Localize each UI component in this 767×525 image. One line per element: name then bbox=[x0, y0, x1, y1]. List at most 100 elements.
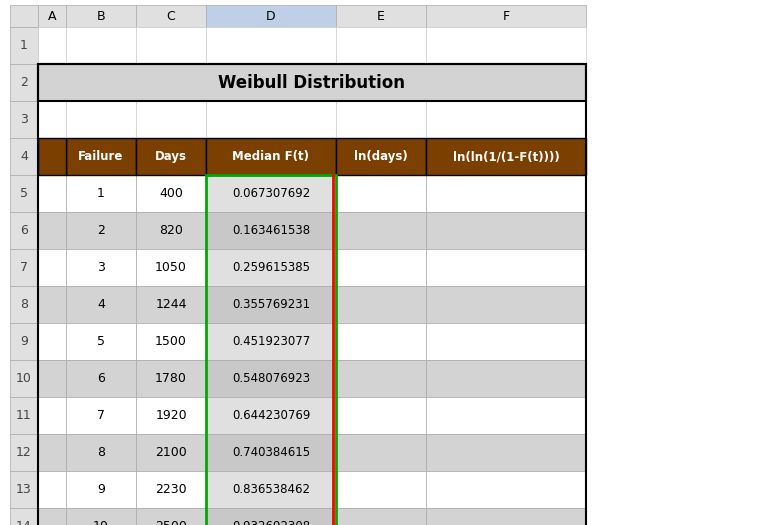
Bar bbox=[66, 138, 136, 175]
Text: 8: 8 bbox=[20, 298, 28, 311]
Bar bbox=[38, 323, 66, 360]
Bar bbox=[206, 323, 336, 360]
Bar bbox=[206, 212, 336, 249]
Bar bbox=[426, 64, 586, 101]
Text: 10: 10 bbox=[93, 520, 109, 525]
Bar bbox=[136, 27, 206, 64]
Text: 820: 820 bbox=[159, 224, 183, 237]
Text: 1050: 1050 bbox=[155, 261, 187, 274]
Text: 13: 13 bbox=[16, 483, 32, 496]
Bar bbox=[426, 323, 586, 360]
Bar bbox=[66, 360, 136, 397]
Bar bbox=[426, 175, 586, 212]
Text: 0.451923077: 0.451923077 bbox=[232, 335, 310, 348]
Bar bbox=[66, 360, 136, 397]
Text: 4: 4 bbox=[20, 150, 28, 163]
Bar bbox=[206, 434, 336, 471]
Bar bbox=[426, 138, 586, 175]
Bar bbox=[66, 397, 136, 434]
Text: 0.932692308: 0.932692308 bbox=[232, 520, 310, 525]
Bar bbox=[336, 138, 426, 175]
Text: 0.548076923: 0.548076923 bbox=[232, 372, 310, 385]
Bar bbox=[38, 27, 66, 64]
Bar bbox=[206, 397, 336, 434]
Bar bbox=[426, 249, 586, 286]
Bar bbox=[10, 397, 38, 434]
Text: 3: 3 bbox=[20, 113, 28, 126]
Text: 2230: 2230 bbox=[155, 483, 187, 496]
Bar bbox=[38, 212, 66, 249]
Text: 0.836538462: 0.836538462 bbox=[232, 483, 310, 496]
Bar bbox=[38, 360, 66, 397]
Bar bbox=[206, 212, 336, 249]
Bar bbox=[10, 323, 38, 360]
Bar bbox=[136, 360, 206, 397]
Bar bbox=[136, 434, 206, 471]
Text: D: D bbox=[266, 9, 276, 23]
Bar bbox=[206, 138, 336, 175]
Bar bbox=[336, 212, 426, 249]
Text: 14: 14 bbox=[16, 520, 32, 525]
Bar bbox=[66, 508, 136, 525]
Text: 0.067307692: 0.067307692 bbox=[232, 187, 310, 200]
Bar bbox=[336, 286, 426, 323]
Bar bbox=[38, 434, 66, 471]
Bar bbox=[136, 249, 206, 286]
Bar bbox=[38, 5, 66, 27]
Bar bbox=[206, 249, 336, 286]
Text: 2500: 2500 bbox=[155, 520, 187, 525]
Text: ln(ln(1/(1-F(t)))): ln(ln(1/(1-F(t)))) bbox=[453, 150, 559, 163]
Bar bbox=[206, 471, 336, 508]
Text: 2: 2 bbox=[20, 76, 28, 89]
Bar bbox=[336, 471, 426, 508]
Text: A: A bbox=[48, 9, 56, 23]
Bar bbox=[336, 286, 426, 323]
Text: 0.740384615: 0.740384615 bbox=[232, 446, 310, 459]
Bar bbox=[136, 323, 206, 360]
Bar bbox=[426, 101, 586, 138]
Text: 2: 2 bbox=[97, 224, 105, 237]
Bar bbox=[38, 508, 66, 525]
Bar bbox=[66, 175, 136, 212]
Bar bbox=[10, 286, 38, 323]
Bar bbox=[10, 64, 38, 101]
Bar bbox=[206, 175, 336, 525]
Text: 400: 400 bbox=[159, 187, 183, 200]
Bar bbox=[38, 212, 66, 249]
Bar bbox=[66, 249, 136, 286]
Bar bbox=[136, 5, 206, 27]
Bar bbox=[426, 286, 586, 323]
Bar bbox=[426, 360, 586, 397]
Bar bbox=[10, 27, 38, 64]
Bar bbox=[38, 138, 66, 175]
Bar bbox=[66, 249, 136, 286]
Bar bbox=[66, 212, 136, 249]
Bar bbox=[136, 434, 206, 471]
Bar bbox=[336, 360, 426, 397]
Bar bbox=[10, 471, 38, 508]
Bar bbox=[38, 64, 586, 525]
Text: 1: 1 bbox=[20, 39, 28, 52]
Bar bbox=[426, 212, 586, 249]
Bar bbox=[336, 212, 426, 249]
Bar bbox=[38, 138, 66, 175]
Text: 1500: 1500 bbox=[155, 335, 187, 348]
Bar bbox=[336, 434, 426, 471]
Text: 0.163461538: 0.163461538 bbox=[232, 224, 310, 237]
Text: 1: 1 bbox=[97, 187, 105, 200]
Bar bbox=[38, 286, 66, 323]
Bar bbox=[66, 101, 136, 138]
Bar bbox=[336, 323, 426, 360]
Bar bbox=[426, 508, 586, 525]
Bar bbox=[336, 175, 426, 212]
Bar bbox=[426, 434, 586, 471]
Bar bbox=[10, 434, 38, 471]
Bar bbox=[136, 101, 206, 138]
Bar bbox=[136, 175, 206, 212]
Bar bbox=[136, 508, 206, 525]
Bar bbox=[336, 138, 426, 175]
Bar bbox=[136, 249, 206, 286]
Bar bbox=[136, 360, 206, 397]
Bar bbox=[66, 323, 136, 360]
Text: 7: 7 bbox=[20, 261, 28, 274]
